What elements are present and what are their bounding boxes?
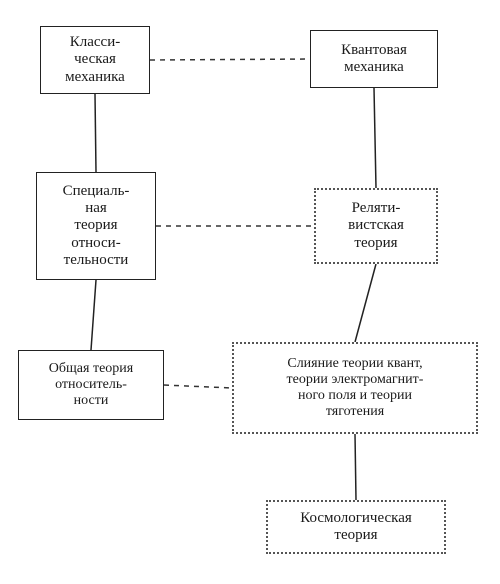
edge-special_rel-general_rel (91, 280, 96, 350)
edge-fusion-cosmological (355, 434, 356, 500)
edge-general_rel-fusion (164, 385, 232, 388)
node-fusion: Слияние теории квант,теории электромагни… (232, 342, 478, 434)
node-label: Космологическаятеория (300, 510, 412, 545)
node-classical: Класси-ческаямеханика (40, 26, 150, 94)
edge-quantum-relativistic (374, 88, 376, 188)
edge-classical-quantum (150, 59, 310, 60)
edge-relativistic-fusion (355, 264, 376, 342)
node-quantum: Квантоваямеханика (310, 30, 438, 88)
edge-classical-special_rel (95, 94, 96, 172)
node-label: Реляти-вистскаятеория (348, 200, 404, 252)
diagram-canvas: Класси-ческаямеханика Квантоваямеханика Сп… (0, 0, 500, 584)
node-general_rel: Общая теорияотноситель-ности (18, 350, 164, 420)
node-label: Специаль-наятеорияотноси-тельности (63, 183, 130, 269)
node-label: Класси-ческаямеханика (65, 34, 125, 86)
node-special_rel: Специаль-наятеорияотноси-тельности (36, 172, 156, 280)
node-label: Квантоваямеханика (341, 42, 407, 77)
node-label: Общая теорияотноситель-ности (49, 361, 133, 409)
node-cosmological: Космологическаятеория (266, 500, 446, 554)
node-label: Слияние теории квант,теории электромагни… (287, 356, 424, 420)
node-relativistic: Реляти-вистскаятеория (314, 188, 438, 264)
